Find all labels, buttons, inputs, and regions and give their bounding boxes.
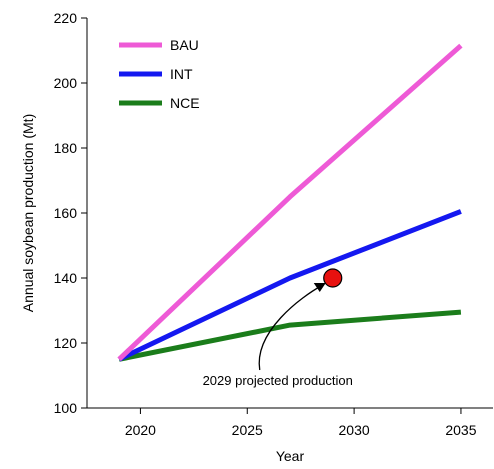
series-line-nce [118, 309, 462, 362]
y-tick-label: 200 [54, 75, 78, 91]
legend: BAU INT NCE [119, 37, 200, 111]
annotation-arrow [258, 284, 324, 371]
x-tick-label: 2035 [445, 422, 476, 438]
y-tick-label: 100 [54, 400, 78, 416]
y-axis-label: Annual soybean production (Mt) [20, 114, 36, 312]
series-lines [117, 43, 463, 362]
legend-label-nce: NCE [170, 95, 200, 111]
projection-marker [323, 268, 343, 288]
annotation: 2029 projected production [203, 283, 353, 388]
y-tick-label: 180 [54, 140, 78, 156]
series-line-bau [117, 43, 463, 362]
y-tick-label: 120 [54, 335, 78, 351]
annotation-arrowhead [313, 283, 326, 292]
y-axis-ticks: 100 120 140 160 180 200 220 [54, 10, 87, 416]
annotation-text: 2029 projected production [203, 373, 353, 388]
y-tick-label: 160 [54, 205, 78, 221]
x-axis-ticks: 2020 2025 2030 2035 [125, 408, 477, 438]
legend-label-int: INT [170, 66, 193, 82]
x-axis-label: Year [276, 448, 305, 464]
x-tick-label: 2020 [125, 422, 156, 438]
x-tick-label: 2030 [339, 422, 370, 438]
x-tick-label: 2025 [232, 422, 263, 438]
y-tick-label: 220 [54, 10, 78, 26]
legend-label-bau: BAU [170, 37, 199, 53]
series-line-int [118, 209, 462, 362]
y-tick-label: 140 [54, 270, 78, 286]
